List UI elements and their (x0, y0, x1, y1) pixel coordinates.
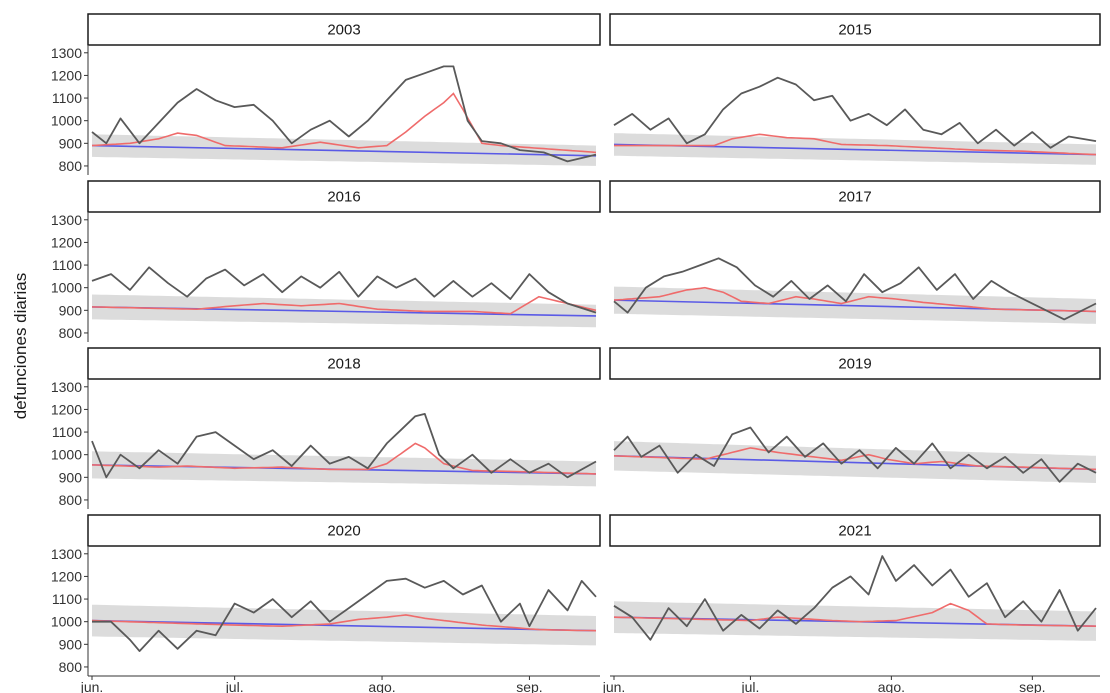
y-tick-label-2018-1000: 1000 (51, 447, 82, 463)
y-tick-label-2020-1100: 1100 (52, 591, 82, 607)
y-tick-label-2018-1200: 1200 (51, 401, 82, 417)
strip-2017 (609, 180, 1101, 213)
y-tick-label-2003-1300: 1300 (51, 45, 82, 61)
observed-line-2021 (613, 555, 1097, 641)
y-tick-label-2018-800: 800 (59, 492, 83, 508)
y-tick-label-2016-800: 800 (59, 325, 83, 341)
strip-label-2015: 2015 (838, 22, 871, 39)
observed-line-2015 (613, 76, 1097, 149)
y-tick-label-2020-1000: 1000 (51, 614, 82, 630)
observed-line-2019 (613, 426, 1097, 483)
y-tick-label-2003-1200: 1200 (51, 67, 82, 83)
y-axis-title: defunciones diarias (11, 273, 30, 419)
y-tick-label-2018-1300: 1300 (51, 379, 82, 395)
expected-line-2020 (91, 619, 597, 632)
strip-2020 (87, 514, 601, 547)
x-tick-label-2020-1: jul. (225, 679, 244, 693)
y-tick-label-2020-800: 800 (59, 659, 83, 675)
x-tick-label-2020-2: ago. (368, 679, 395, 693)
y-tick-label-2003-1100: 1100 (52, 90, 82, 106)
observed-line-2016 (91, 266, 597, 314)
x-tick-label-2020-0: jun. (80, 679, 104, 693)
strip-2016 (87, 180, 601, 213)
strip-label-2021: 2021 (838, 523, 871, 540)
strip-2019 (609, 347, 1101, 380)
x-tick-label-2020-3: sep. (516, 679, 542, 693)
y-tick-label-2016-900: 900 (59, 302, 83, 318)
x-tick-label-2021-0: jun. (602, 679, 626, 693)
y-tick-label-2016-1100: 1100 (52, 257, 82, 273)
attributable-line-2020 (91, 614, 597, 632)
expected-line-2003 (91, 144, 597, 157)
y-tick-label-2016-1300: 1300 (51, 212, 82, 228)
x-tick-label-2021-2: ago. (878, 679, 905, 693)
strip-2021 (609, 514, 1101, 547)
observed-line-2018 (91, 413, 597, 479)
attributable-line-2021 (613, 602, 1097, 627)
attributable-line-2015 (614, 133, 1097, 156)
strip-label-2016: 2016 (327, 189, 360, 206)
observed-line-2020 (92, 577, 597, 652)
observed-line-2003 (91, 65, 597, 163)
y-tick-label-2003-800: 800 (59, 158, 83, 174)
x-tick-label-2021-3: sep. (1019, 679, 1045, 693)
y-tick-label-2020-1300: 1300 (51, 546, 82, 562)
strip-label-2018: 2018 (327, 356, 360, 373)
strip-2018 (87, 347, 601, 380)
y-tick-label-2020-1200: 1200 (51, 568, 82, 584)
x-tick-label-2021-1: jul. (740, 679, 759, 693)
y-tick-label-2018-900: 900 (59, 469, 83, 485)
attributable-line-2016 (91, 295, 597, 315)
y-tick-label-2016-1000: 1000 (51, 280, 82, 296)
y-tick-label-2020-900: 900 (59, 636, 83, 652)
attributable-line-2018 (91, 442, 597, 475)
y-tick-label-2003-900: 900 (59, 135, 83, 151)
y-tick-label-2016-1200: 1200 (51, 234, 82, 250)
y-tick-label-2003-1000: 1000 (51, 113, 82, 129)
strip-2015 (609, 13, 1101, 46)
y-tick-label-2018-1100: 1100 (52, 424, 82, 440)
strip-label-2020: 2020 (327, 523, 360, 540)
strip-label-2003: 2003 (327, 22, 360, 39)
observed-line-2017 (613, 257, 1097, 321)
strip-label-2017: 2017 (838, 189, 871, 206)
strip-label-2019: 2019 (838, 356, 871, 373)
strip-2003 (87, 13, 601, 46)
attributable-line-2017 (613, 286, 1097, 313)
